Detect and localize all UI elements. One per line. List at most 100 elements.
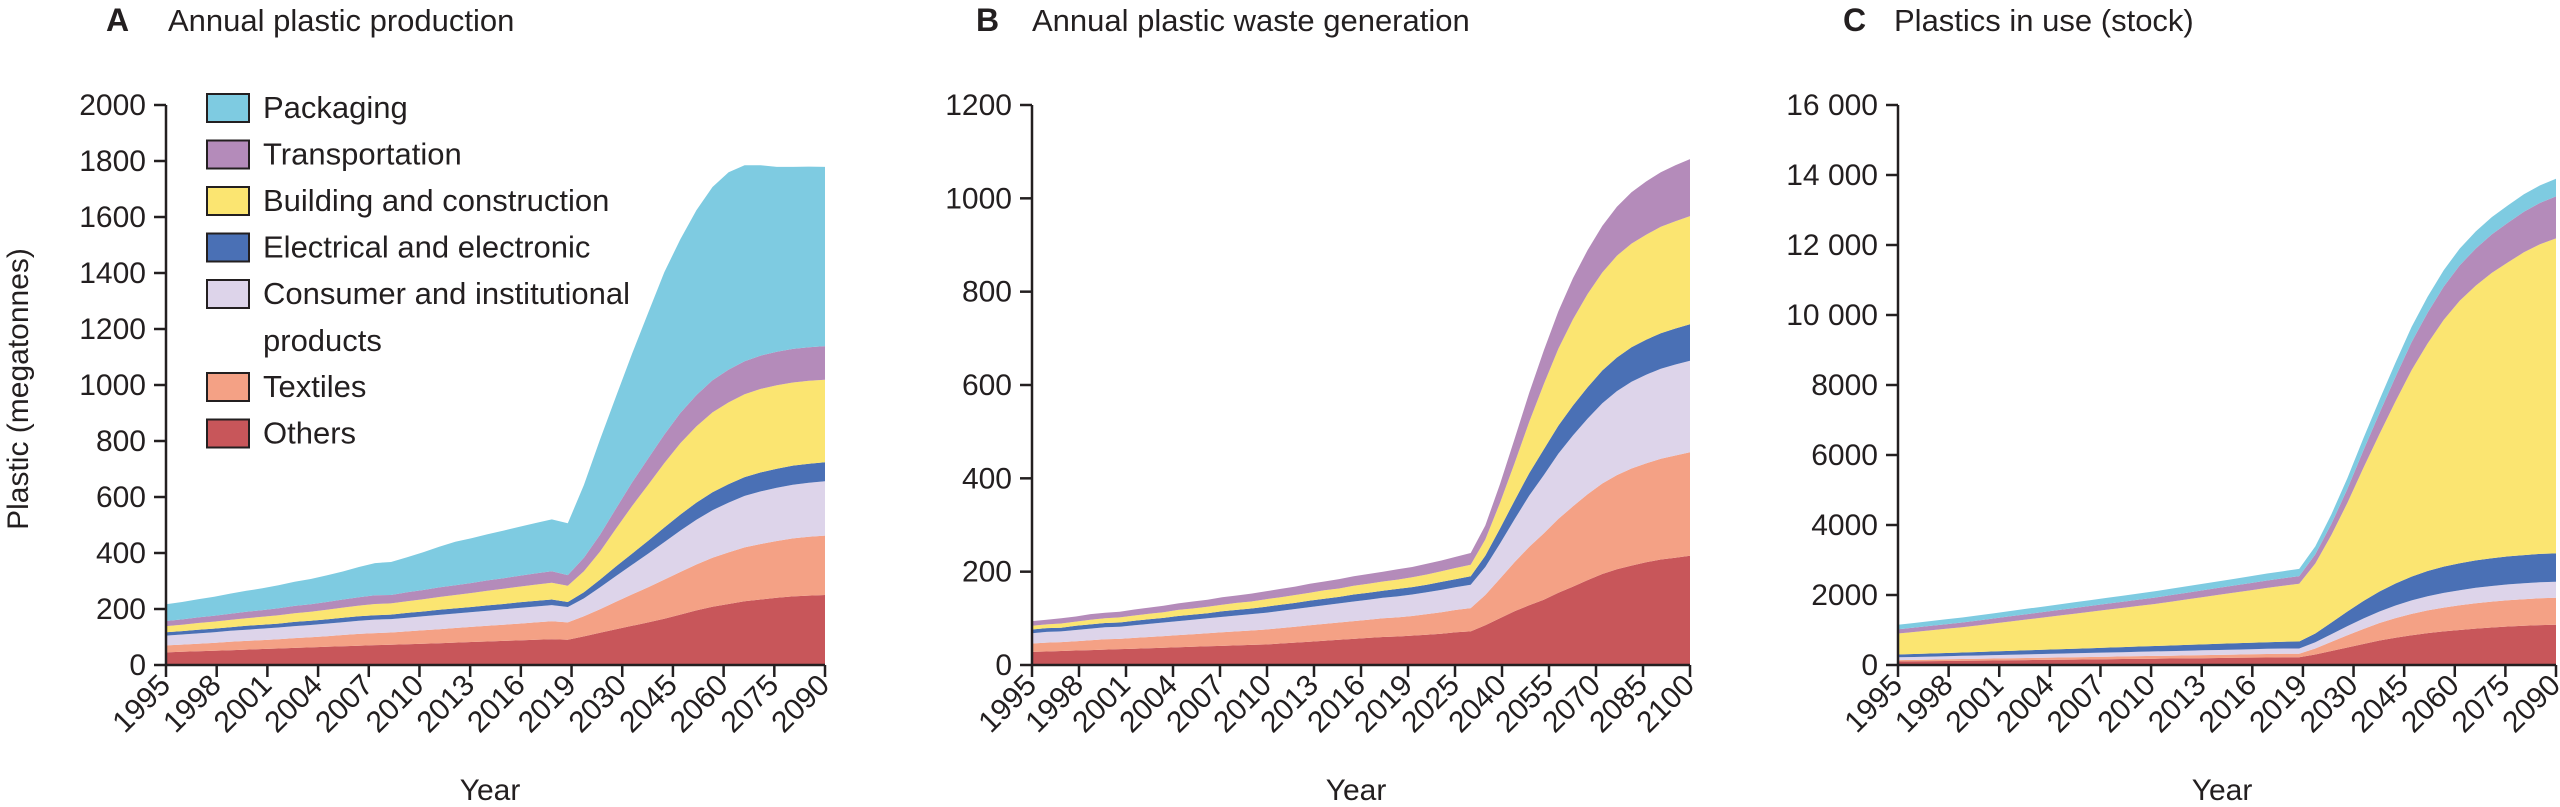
legend-swatch-others [206,418,250,449]
x-tick-label: 2010 [360,669,431,740]
y-tick-label: 800 [96,425,146,458]
y-tick-label: 1800 [79,145,146,178]
legend-swatch-packaging [206,93,250,123]
x-tick-label: 2007 [2041,669,2112,740]
area-building-and-construction [1898,238,2556,655]
x-tick-label: 2060 [2395,669,2466,740]
x-tick-label: 2004 [258,669,329,740]
x-tick-label: 2075 [715,669,786,740]
area-textiles [1032,452,1690,652]
x-tick-label: 1998 [1889,669,1960,740]
area-consumer-and-institutional-products [1898,581,2556,661]
x-tick-label: 2030 [2294,669,2365,740]
y-tick-label: 0 [129,649,146,682]
panel-c-areas [1898,178,2556,665]
y-tick-label: 0 [995,649,1012,682]
panel-a: A Annual plastic production Plastic (meg… [2,2,836,807]
x-tick-label: 2001 [208,669,279,740]
area-transportation [1898,196,2556,634]
panel-c-title: Plastics in use (stock) [1894,3,2194,38]
x-tick-label: 2030 [563,669,634,740]
area-packaging [166,165,825,621]
y-tick-label: 10 000 [1786,299,1878,332]
x-tick-label: 2007 [309,669,380,740]
y-tick-label: 400 [96,537,146,570]
x-tick-label: 2010 [2091,669,2162,740]
y-tick-label: 400 [962,462,1012,495]
legend-label-packaging: Packaging [263,90,408,125]
legend-label-others: Others [263,416,356,451]
x-tick-label: 2045 [613,669,684,740]
x-tick-label: 1995 [106,669,177,740]
panel-b-x-axis-label: Year [1326,774,1387,807]
x-tick-label: 2090 [2496,669,2560,740]
legend-label-transportation: Transportation [263,137,462,172]
legend-label-electrical-and-electronic: Electrical and electronic [263,230,590,265]
legend-label-textiles: Textiles [263,369,366,404]
y-tick-label: 8000 [1811,369,1878,402]
area-electrical-and-electronic [1898,553,2556,658]
x-tick-label: 2004 [1990,669,2061,740]
y-tick-label: 1200 [945,89,1012,122]
area-others [166,595,825,665]
x-tick-label: 2075 [2446,669,2517,740]
y-tick-label: 600 [96,481,146,514]
y-tick-label: 600 [962,369,1012,402]
panel-b-areas [1032,159,1690,665]
x-tick-label: 2016 [2193,669,2264,740]
area-transportation [1032,159,1690,626]
y-tick-label: 1000 [945,182,1012,215]
area-electrical-and-electronic [166,462,825,636]
y-tick-label: 16 000 [1786,89,1878,122]
x-tick-label: 2001 [1940,669,2011,740]
y-tick-label: 0 [1861,649,1878,682]
panel-b-letter: B [976,2,999,38]
y-tick-label: 2000 [79,89,146,122]
x-tick-label: 2013 [411,669,482,740]
x-tick-label: 2013 [2142,669,2213,740]
panel-a-x-axis-label: Year [460,774,521,807]
panel-b-title: Annual plastic waste generation [1032,3,1470,38]
y-tick-label: 12 000 [1786,229,1878,262]
legend-swatch-consumer-and-institutional-products [206,279,250,309]
y-tick-label: 200 [962,556,1012,589]
area-electrical-and-electronic [1032,324,1690,634]
area-consumer-and-institutional-products [1032,360,1690,644]
x-tick-label: 2045 [2345,669,2416,740]
legend-swatch-textiles [206,372,250,402]
legend-swatch-building-and-construction [206,186,250,216]
area-packaging [1898,178,2556,630]
area-others [1032,555,1690,665]
area-others [1898,624,2556,665]
area-textiles [166,535,825,653]
area-transportation [166,346,825,627]
area-building-and-construction [1032,216,1690,630]
y-tick-label: 14 000 [1786,159,1878,192]
legend-label-consumer-and-institutional-products: Consumer and institutional products [263,276,630,358]
panel-b: B Annual plastic waste generation Year 0… [945,2,1701,807]
panel-a-letter: A [106,2,129,38]
legend-label-building-and-construction: Building and construction [263,183,609,218]
y-tick-label: 1200 [79,313,146,346]
x-tick-label: 1998 [157,669,228,740]
y-tick-label: 2000 [1811,579,1878,612]
panel-a-y-axis-label: Plastic (megatonnes) [2,248,35,530]
x-tick-label: 2019 [2243,669,2314,740]
y-tick-label: 1600 [79,201,146,234]
y-tick-label: 1400 [79,257,146,290]
y-tick-label: 4000 [1811,509,1878,542]
panel-a-areas [166,165,825,665]
panel-a-title: Annual plastic production [168,3,514,38]
area-building-and-construction [166,379,825,633]
x-tick-label: 2019 [512,669,583,740]
x-tick-label: 2090 [765,669,836,740]
x-tick-label: 2016 [461,669,532,740]
legend-swatch-transportation [206,139,250,170]
panel-c-x-axis-label: Year [2192,774,2253,807]
y-tick-label: 6000 [1811,439,1878,472]
y-tick-label: 1000 [79,369,146,402]
area-consumer-and-institutional-products [166,481,825,646]
legend: Packaging Transportation Building and cons… [206,90,630,451]
x-tick-label: 1995 [1838,669,1909,740]
